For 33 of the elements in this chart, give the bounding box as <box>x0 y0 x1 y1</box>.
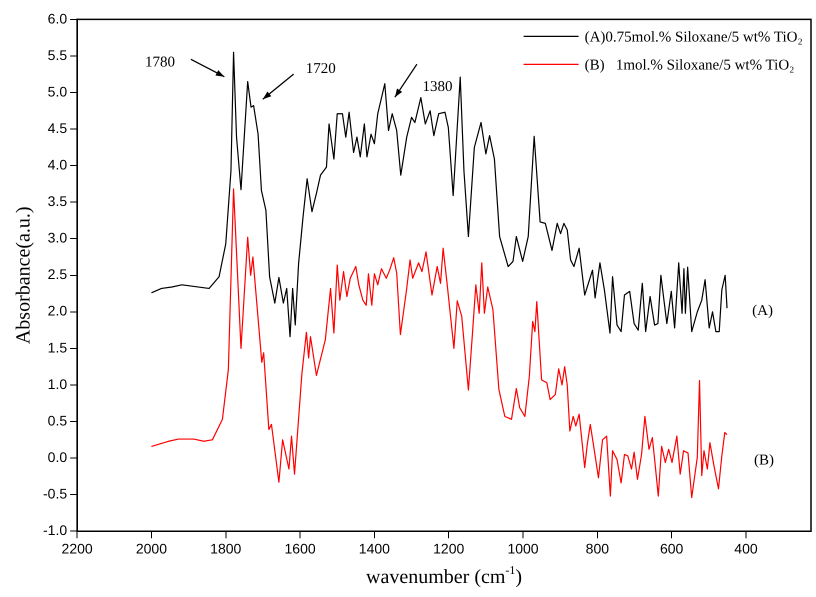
y-tick-label: 1.0 <box>48 376 68 392</box>
annotation: (B) <box>754 452 774 469</box>
y-tick-label: 0.5 <box>48 412 68 428</box>
annotation: 1380 <box>422 78 452 95</box>
y-tick-label: 4.0 <box>48 156 68 172</box>
x-tick-label: 2200 <box>62 540 93 556</box>
x-tick-label: 1400 <box>358 540 390 556</box>
y-tick-label: 2.5 <box>48 266 68 282</box>
x-tick-label: 400 <box>734 540 758 556</box>
y-tick-label: 3.0 <box>48 230 68 246</box>
y-tick-label: 1.5 <box>48 339 68 356</box>
y-tick-label: 5.5 <box>48 46 68 63</box>
annotation: 1780 <box>145 54 176 70</box>
y-tick-label: -0.5 <box>43 486 68 502</box>
x-tick-label: 1000 <box>507 540 539 556</box>
x-tick-label: 2000 <box>136 540 168 556</box>
annotation: (A) <box>752 303 773 320</box>
annotation: 1720 <box>306 60 336 77</box>
y-axis-title: Absorbance(a.u.) <box>12 206 34 344</box>
x-tick-label: 1200 <box>433 540 464 556</box>
x-tick-label: 1600 <box>284 540 316 556</box>
x-tick-label: 800 <box>586 540 610 556</box>
y-tick-label: 5.0 <box>48 83 68 100</box>
y-tick-label: 0.0 <box>48 448 68 465</box>
y-tick-label: 4.5 <box>48 120 68 136</box>
legend-label: (B) 1mol.% Siloxane/5 wt% TiO₂ <box>584 57 794 74</box>
y-tick-label: 6.0 <box>48 10 68 26</box>
legend-label: (A)0.75mol.% Siloxane/5 wt% TiO₂ <box>584 29 803 46</box>
x-tick-label: 1800 <box>210 540 242 556</box>
x-tick-label: 600 <box>660 540 684 556</box>
y-tick-label: 2.0 <box>48 302 68 319</box>
y-tick-label: -1.0 <box>43 522 68 538</box>
y-tick-label: 3.5 <box>48 193 68 210</box>
